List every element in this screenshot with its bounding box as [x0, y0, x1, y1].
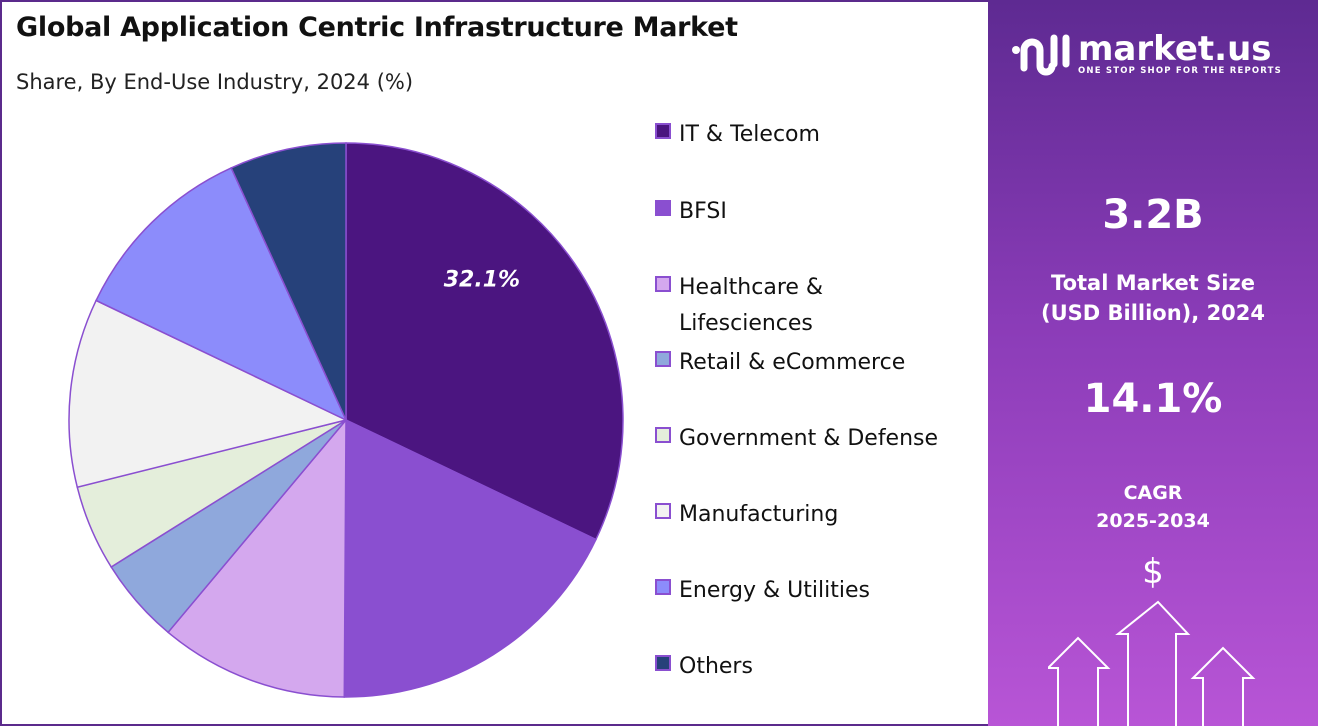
logo-icon — [1012, 34, 1070, 76]
legend-label-line: Others — [679, 654, 753, 679]
legend-item: IT & Telecom — [655, 117, 985, 153]
legend-swatch — [655, 200, 671, 216]
summary-panel: market.us ONE STOP SHOP FOR THE REPORTS … — [988, 0, 1318, 726]
legend-label: Retail & eCommerce — [679, 345, 905, 381]
legend-label-line: Retail & eCommerce — [679, 350, 906, 375]
market-size-label-1: Total Market Size — [1051, 271, 1255, 295]
legend-swatch — [655, 579, 671, 595]
pie-slice-2 — [167, 417, 347, 698]
legend-label-line: Healthcare & — [679, 275, 824, 300]
legend-item: Retail & eCommerce — [655, 345, 985, 381]
growth-arrows-icon — [1048, 600, 1256, 726]
legend-swatch — [655, 503, 671, 519]
chart-title: Global Application Centric Infrastructur… — [16, 12, 738, 43]
legend-swatch — [655, 123, 671, 139]
pie-slice-7 — [230, 142, 347, 421]
data-label: 32.1% — [444, 267, 520, 292]
brand-tagline: ONE STOP SHOP FOR THE REPORTS — [1078, 66, 1282, 76]
market-size-label-2: (USD Billion), 2024 — [1040, 301, 1266, 325]
legend-swatch — [655, 655, 671, 671]
legend-label: BFSI — [679, 194, 727, 230]
cagr-label-2: 2025-2034 — [1096, 510, 1210, 532]
legend-label-line: BFSI — [679, 199, 727, 224]
chart-subtitle: Share, By End-Use Industry, 2024 (%) — [16, 70, 414, 94]
cagr-label-1: CAGR — [1123, 482, 1183, 504]
legend-item: BFSI — [655, 194, 985, 230]
legend-item: Government & Defense — [655, 421, 985, 457]
legend-label: Healthcare & Lifesciences — [679, 270, 823, 342]
legend-label: Others — [679, 649, 753, 685]
pie-slice-1 — [343, 418, 597, 698]
legend-label-line: Manufacturing — [679, 502, 839, 527]
legend-swatch — [655, 351, 671, 367]
legend-swatch — [655, 276, 671, 292]
legend-swatch — [655, 427, 671, 443]
legend-item: Others — [655, 649, 985, 685]
pie-chart: 32.1% — [68, 142, 624, 698]
dollar-icon: $ — [1142, 552, 1164, 592]
pie-slice-6 — [95, 166, 348, 422]
legend-label: Manufacturing — [679, 497, 838, 533]
legend-label: IT & Telecom — [679, 117, 820, 153]
market-us-logo: market.us ONE STOP SHOP FOR THE REPORTS — [1010, 28, 1282, 80]
legend-item: Manufacturing — [655, 497, 985, 533]
legend-label-line: IT & Telecom — [679, 122, 820, 147]
market-size-value: 3.2B — [1102, 192, 1204, 238]
legend-label-line: Energy & Utilities — [679, 578, 870, 603]
legend-label-line: Lifesciences — [679, 311, 813, 336]
legend-label-line: Government & Defense — [679, 426, 939, 451]
legend-item: Energy & Utilities — [655, 573, 985, 609]
brand-name: market.us — [1078, 29, 1272, 69]
legend-label: Energy & Utilities — [679, 573, 870, 609]
legend-item: Healthcare & Lifesciences — [655, 270, 985, 342]
pie-slice-5 — [68, 299, 349, 489]
pie-slice-0 — [345, 142, 624, 541]
legend-label: Government & Defense — [679, 421, 938, 457]
cagr-value: 14.1% — [1083, 376, 1223, 422]
